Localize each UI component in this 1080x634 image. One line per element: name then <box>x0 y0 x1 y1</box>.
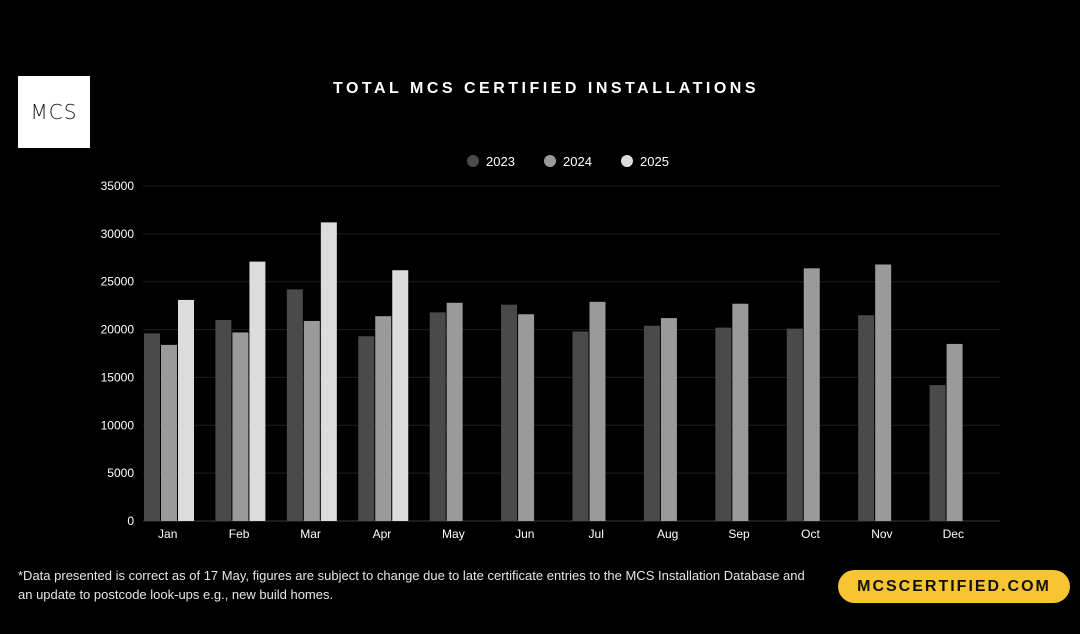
bar-2023-oct <box>786 328 803 521</box>
bar-2024-dec <box>946 343 963 521</box>
y-tick-label: 5000 <box>107 466 134 480</box>
footnote: *Data presented is correct as of 17 May,… <box>18 568 805 602</box>
x-tick-label: Jun <box>515 527 534 541</box>
bar-2024-jun <box>518 314 535 521</box>
bar-2023-nov <box>858 315 875 521</box>
y-tick-label: 20000 <box>101 323 135 337</box>
bar-2023-aug <box>643 325 660 521</box>
chart-title: TOTAL MCS CERTIFIED INSTALLATIONS <box>332 80 759 97</box>
x-tick-label: Jul <box>589 527 604 541</box>
website-link-label: MCSCERTIFIED.COM <box>857 577 1051 595</box>
bar-2024-apr <box>375 316 392 521</box>
bar-2024-sep <box>732 303 749 521</box>
mcs-logo-text: MCS <box>30 100 78 124</box>
bar-2024-may <box>446 302 463 521</box>
x-tick-label: Feb <box>229 527 250 541</box>
bar-2023-may <box>429 312 446 521</box>
legend-label-2024: 2024 <box>563 154 592 169</box>
legend-label-2025: 2025 <box>640 154 669 169</box>
x-tick-label: Sep <box>728 527 750 541</box>
y-tick-label: 25000 <box>101 275 135 289</box>
bar-2023-dec <box>929 385 946 521</box>
bar-2024-jan <box>161 344 177 521</box>
bar-2023-mar <box>286 289 303 521</box>
mcs-logo: MCS <box>18 76 90 148</box>
bar-2025-apr <box>392 270 409 521</box>
y-tick-label: 30000 <box>101 227 135 241</box>
x-tick-label: Apr <box>373 527 392 541</box>
y-tick-label: 10000 <box>101 418 135 432</box>
x-tick-label: Nov <box>871 527 892 541</box>
legend-marker-2025 <box>621 155 633 167</box>
y-tick-label: 0 <box>127 514 134 528</box>
bar-2023-jul <box>572 331 589 521</box>
bar-2024-feb <box>232 332 249 521</box>
x-tick-label: Oct <box>801 527 820 541</box>
x-tick-label: Jan <box>158 527 177 541</box>
x-tick-label: May <box>442 527 465 541</box>
bar-2024-jul <box>589 301 606 521</box>
bar-2023-jun <box>501 304 518 521</box>
bar-2025-jan <box>178 299 194 521</box>
bar-2024-oct <box>803 268 820 521</box>
bar-2025-feb <box>249 261 266 521</box>
bar-2023-apr <box>358 336 375 521</box>
bar-2023-jan <box>144 333 160 521</box>
legend-marker-2023 <box>467 155 479 167</box>
bar-2025-mar <box>320 222 337 521</box>
bar-2023-feb <box>215 320 232 521</box>
x-tick-label: Dec <box>943 527 964 541</box>
legend-label-2023: 2023 <box>486 154 515 169</box>
legend-marker-2024 <box>544 155 556 167</box>
bar-2023-sep <box>715 327 732 521</box>
bar-2024-aug <box>660 318 677 521</box>
y-tick-label: 15000 <box>101 370 135 384</box>
x-tick-label: Mar <box>300 527 321 541</box>
x-tick-label: Aug <box>657 527 678 541</box>
y-tick-label: 35000 <box>101 179 135 193</box>
bar-2024-mar <box>303 320 320 521</box>
bar-2024-nov <box>875 264 892 521</box>
website-link-button[interactable]: MCSCERTIFIED.COM <box>838 570 1070 603</box>
